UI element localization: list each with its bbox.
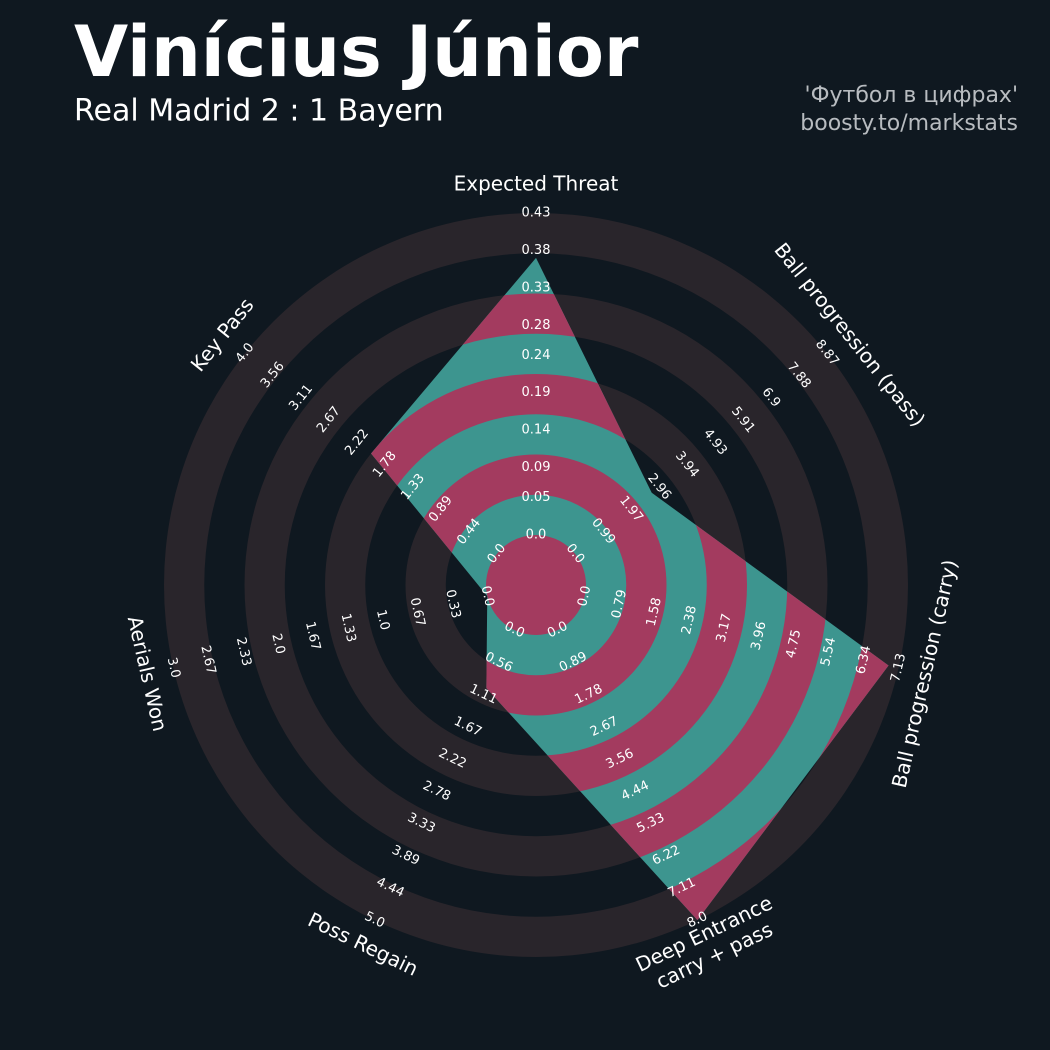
tick-label: 2.0 [268, 632, 287, 656]
tick-label: 0.33 [442, 588, 463, 620]
credit: boosty.to/markstats [800, 111, 1018, 136]
tick-label: 1.33 [338, 612, 359, 644]
tick-label: 2.67 [197, 644, 218, 676]
tick-label: 3.17 [714, 612, 735, 644]
tick-label: 5.54 [818, 636, 839, 668]
tick-label: 1.0 [373, 608, 392, 632]
tick-label: 4.75 [783, 628, 804, 660]
tick-label: 1.58 [644, 596, 665, 628]
tick-label: 0.05 [522, 490, 551, 505]
tick-label: 0.43 [522, 206, 551, 221]
credit: 'Футбол в цифрах' [805, 83, 1018, 108]
tick-label: 0.09 [522, 460, 551, 475]
tick-label: 0.28 [522, 318, 551, 333]
tick-label: 0.24 [522, 348, 551, 363]
chart-title: Vinícius Júnior [74, 11, 639, 93]
tick-label: 0.0 [575, 584, 594, 608]
chart-subtitle: Real Madrid 2 : 1 Bayern [74, 94, 444, 129]
tick-label: 6.34 [853, 644, 874, 676]
tick-label: 1.67 [302, 620, 323, 652]
tick-label: 7.13 [888, 652, 909, 684]
tick-label: 0.0 [478, 584, 497, 608]
tick-label: 0.33 [522, 280, 551, 295]
tick-label: 0.38 [522, 243, 551, 258]
tick-label: 0.19 [522, 385, 551, 400]
tick-label: 0.0 [526, 528, 547, 543]
tick-label: 2.33 [233, 636, 254, 668]
tick-label: 3.0 [164, 656, 183, 680]
axis-label: Expected Threat [454, 172, 619, 196]
tick-label: 2.38 [679, 604, 700, 636]
tick-label: 0.14 [522, 423, 551, 438]
tick-label: 0.79 [609, 588, 630, 620]
tick-label: 0.67 [407, 596, 428, 628]
tick-label: 3.96 [749, 620, 770, 652]
